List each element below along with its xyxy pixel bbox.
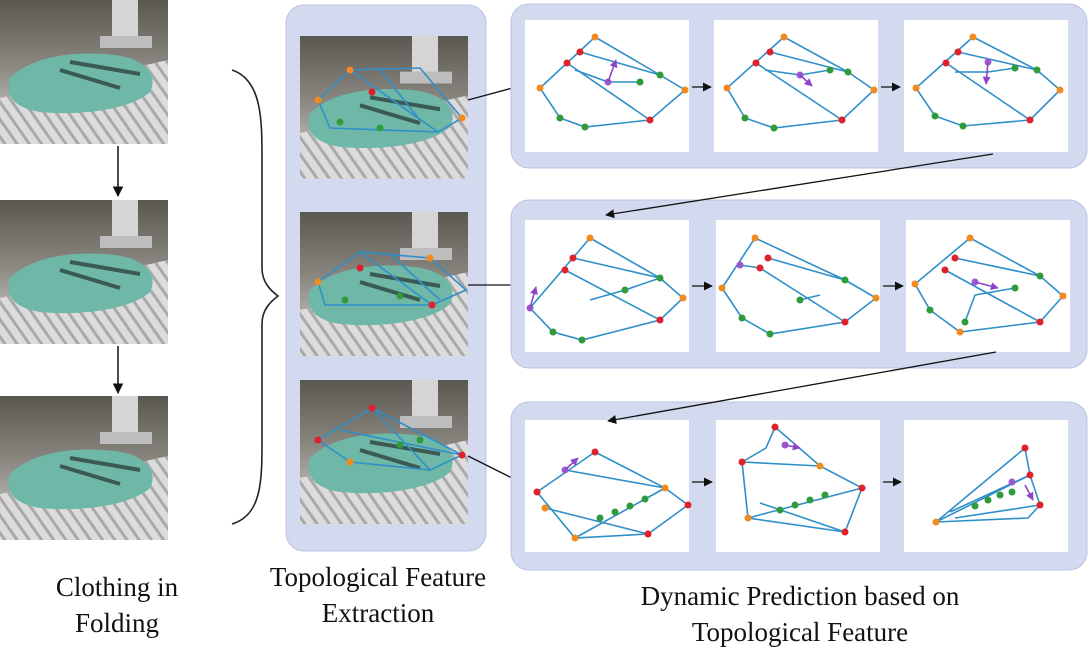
- graph-nodes: [526, 33, 1067, 542]
- wrap-arrow-icon: [605, 153, 994, 219]
- cloth-photo-3: [0, 394, 170, 542]
- cloth-photo-2: [0, 198, 170, 346]
- caption-middle-line1: Topological Feature: [270, 562, 486, 592]
- curly-brace-icon: [231, 69, 280, 525]
- clothing-photos: [0, 0, 170, 542]
- caption-left-line1: Clothing in: [56, 572, 179, 602]
- extraction-photos: [298, 34, 470, 526]
- caption-right-line2: Topological Feature: [692, 617, 908, 647]
- graph-cards: [525, 20, 1070, 552]
- caption-middle-line2: Extraction: [322, 598, 435, 628]
- caption-left-line2: Folding: [75, 608, 159, 638]
- step-arrows: [692, 82, 904, 487]
- caption-right-line1: Dynamic Prediction based on: [641, 581, 960, 611]
- cloth-photo-1: [0, 0, 170, 146]
- motion-arrows: [529, 59, 1034, 501]
- wrap-arrow-icon: [607, 351, 997, 425]
